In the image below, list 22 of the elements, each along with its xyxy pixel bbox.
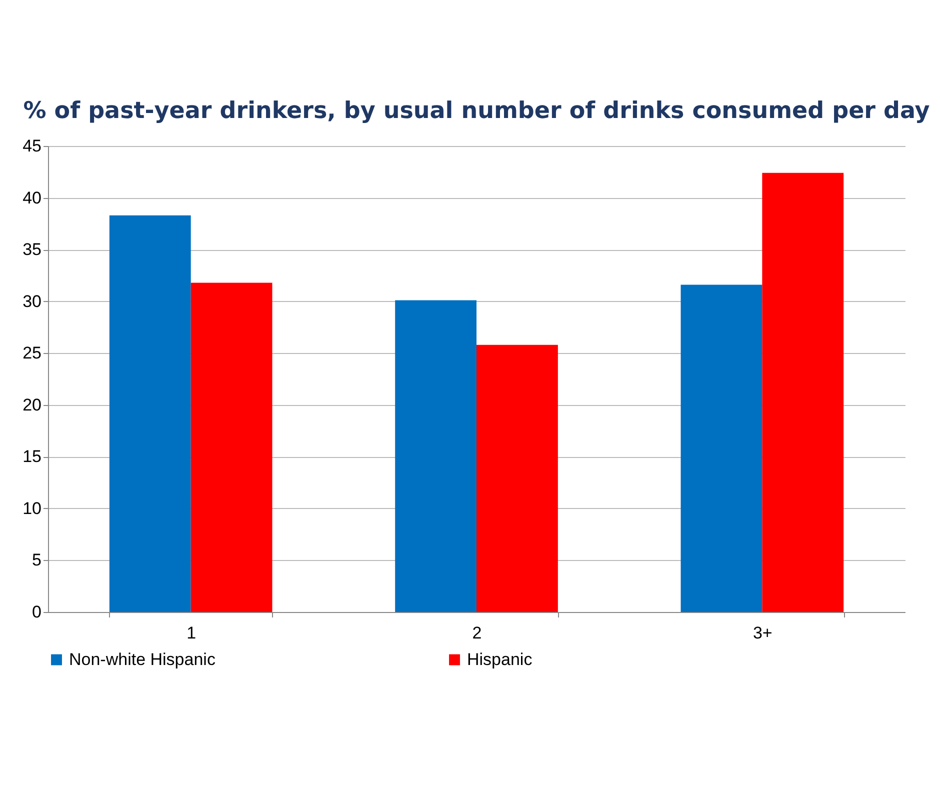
- y-tick-label: 25: [22, 344, 42, 363]
- x-tick-label: 2: [472, 624, 482, 642]
- y-tick-label: 5: [32, 550, 42, 570]
- legend-label: Hispanic: [467, 650, 533, 669]
- bar: [762, 172, 844, 612]
- y-tick-label: 0: [32, 602, 42, 622]
- y-tick-label: 20: [22, 395, 42, 414]
- bar: [680, 284, 762, 612]
- y-tick-label: 15: [22, 447, 42, 466]
- y-tick-label: 30: [22, 292, 42, 311]
- x-tick-label: 1: [186, 624, 196, 642]
- bar: [476, 344, 558, 612]
- bar: [395, 300, 476, 612]
- x-tick-label: 3+: [752, 624, 772, 642]
- bar: [190, 282, 272, 612]
- chart-title: % of past-year drinkers, by usual number of drinks consumed per day: [23, 98, 930, 124]
- y-tick-label: 45: [22, 136, 42, 156]
- y-tick-label: 10: [22, 498, 42, 518]
- y-tick-label: 35: [22, 240, 42, 260]
- legend-label: Non-white Hispanic: [69, 650, 216, 669]
- bar: [109, 215, 191, 612]
- y-tick-label: 40: [22, 188, 42, 208]
